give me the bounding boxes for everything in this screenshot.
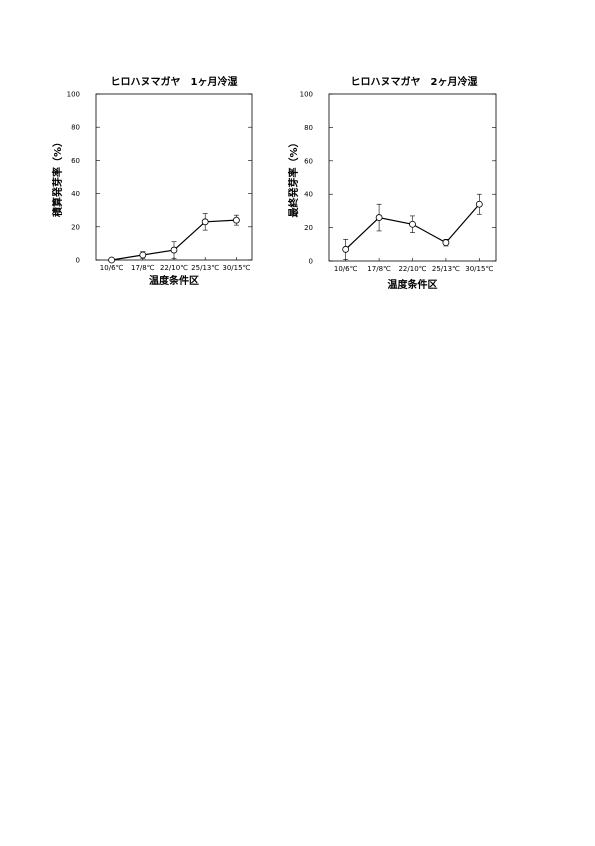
plot-frame — [95, 93, 253, 261]
x-tick-label: 17/8℃ — [367, 265, 391, 273]
data-point — [442, 239, 450, 247]
x-axis-title: 温度条件区 — [149, 274, 199, 287]
y-tick-label: 20 — [71, 223, 80, 231]
chart-panel-1: ヒロハヌマガヤ 1ヶ月冷湿 0 20 40 60 80 100 10/6℃ 17/8℃ 22/10… — [51, 75, 253, 287]
x-tick-label: 17/8℃ — [131, 264, 155, 272]
data-point — [232, 216, 240, 224]
chart-panel-2: ヒロハヌマガヤ 2ヶ月冷湿 0 20 40 60 80 100 10/6℃ 17/8℃ 22/10… — [287, 75, 497, 291]
y-tick-label: 0 — [76, 257, 80, 265]
y-tick-label: 40 — [304, 191, 313, 199]
x-tick-label: 22/10℃ — [398, 265, 426, 273]
y-tick-label: 80 — [71, 124, 80, 132]
data-point — [342, 245, 350, 253]
x-axis-title: 温度条件区 — [388, 278, 438, 291]
x-tick-label: 22/10℃ — [160, 264, 188, 272]
x-tick-label: 10/6℃ — [334, 265, 358, 273]
data-point — [375, 214, 383, 221]
y-tick-label: 60 — [304, 157, 313, 165]
data-point — [108, 256, 115, 264]
y-tick-label: 100 — [300, 91, 313, 99]
y-tick-label: 40 — [71, 190, 80, 198]
y-tick-label: 0 — [309, 258, 313, 266]
y-tick-label: 60 — [71, 157, 80, 165]
chart-title: ヒロハヌマガヤ 1ヶ月冷湿 — [111, 75, 238, 88]
y-tick-label: 100 — [67, 91, 80, 99]
y-tick-label: 20 — [304, 224, 313, 232]
plot-frame — [328, 93, 497, 262]
data-point — [139, 251, 147, 259]
y-tick-label: 80 — [304, 124, 313, 132]
data-point — [409, 220, 416, 228]
x-tick-label: 10/6℃ — [100, 264, 124, 272]
chart-title: ヒロハヌマガヤ 2ヶ月冷湿 — [351, 75, 478, 88]
x-tick-label: 25/13℃ — [432, 265, 460, 273]
y-axis-title: 最終発芽率（%） — [287, 137, 300, 217]
x-tick-label: 25/13℃ — [191, 264, 219, 272]
data-point — [201, 218, 209, 226]
data-point — [475, 200, 483, 208]
x-tick-label: 30/15℃ — [222, 264, 250, 272]
y-axis-title: 積算発芽率（%） — [51, 137, 64, 218]
x-tick-label: 30/15℃ — [465, 265, 493, 273]
data-point — [170, 246, 178, 254]
